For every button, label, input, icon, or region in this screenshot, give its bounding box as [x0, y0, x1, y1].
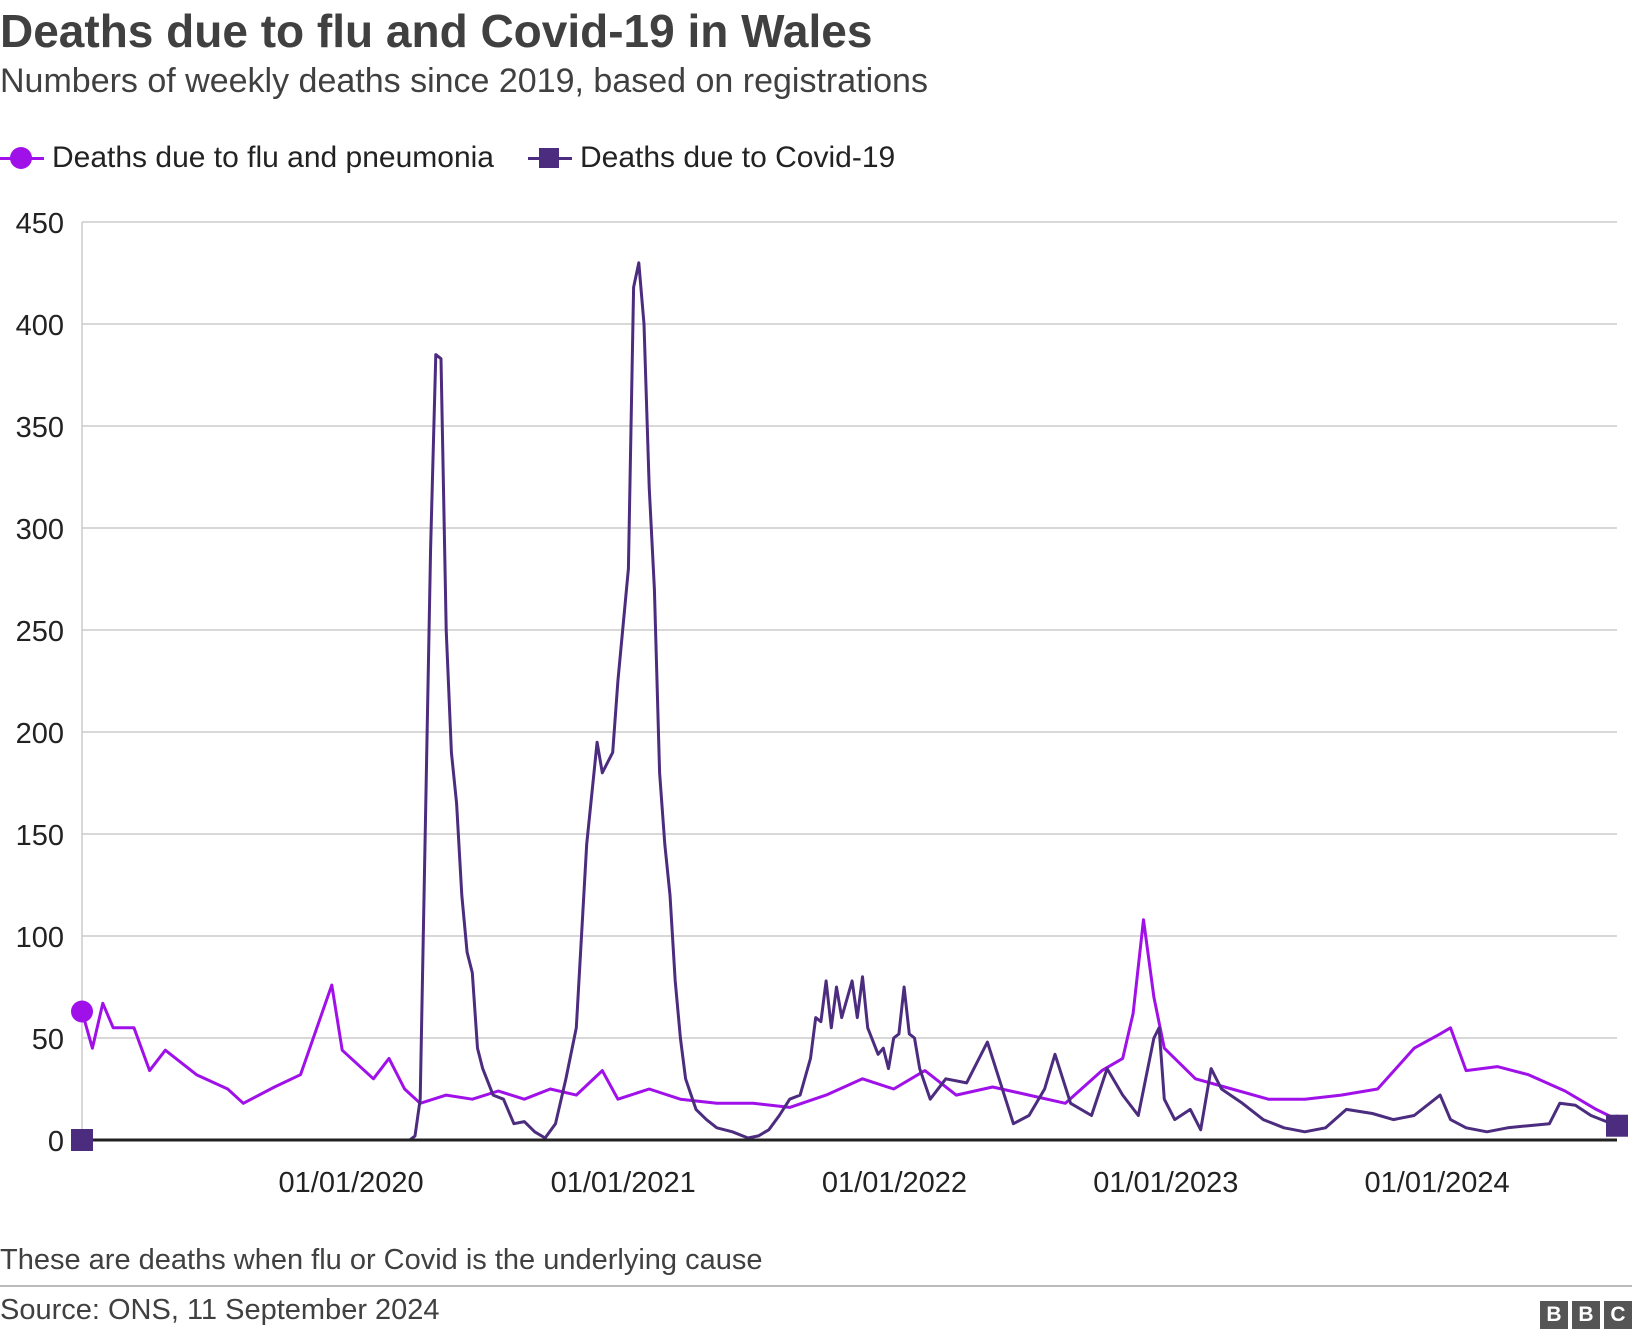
- line-chart: 0 50 100 150 200 250 300 350 400 450 01/01/2020 01/…: [16, 208, 1628, 1199]
- covid-end-marker: [1606, 1114, 1628, 1137]
- y-tick-label: 350: [16, 412, 64, 444]
- bbc-logo-letter: C: [1604, 1301, 1632, 1329]
- x-tick-label: 01/01/2021: [551, 1167, 696, 1199]
- chart-title: Deaths due to flu and Covid-19 in Wales: [0, 5, 873, 57]
- chart-note: These are deaths when flu or Covid is th…: [0, 1244, 763, 1276]
- y-tick-label: 100: [16, 922, 64, 954]
- x-tick-label: 01/01/2023: [1093, 1167, 1238, 1199]
- y-tick-label: 250: [16, 616, 64, 648]
- x-tick-label: 01/01/2022: [822, 1167, 967, 1199]
- bbc-logo-letter: B: [1540, 1301, 1568, 1329]
- y-tick-label: 0: [48, 1126, 64, 1158]
- legend-swatch-covid: [528, 143, 572, 173]
- y-tick-label: 400: [16, 310, 64, 342]
- chart-subtitle: Numbers of weekly deaths since 2019, bas…: [0, 62, 928, 100]
- flu-start-marker: [71, 1000, 93, 1023]
- chart-source: Source: ONS, 11 September 2024: [0, 1294, 440, 1326]
- covid-series-line: [82, 261, 1618, 1142]
- y-tick-label: 200: [16, 718, 64, 750]
- legend-label-covid: Deaths due to Covid-19: [580, 141, 896, 174]
- legend-label-flu: Deaths due to flu and pneumonia: [52, 141, 494, 174]
- y-tick-label: 450: [16, 208, 64, 240]
- legend-item-flu: Deaths due to flu and pneumonia: [0, 141, 494, 175]
- x-tick-label: 01/01/2020: [279, 1167, 424, 1199]
- y-tick-label: 150: [16, 820, 64, 852]
- bbc-logo-letter: B: [1572, 1301, 1600, 1329]
- footer-divider: [0, 1285, 1632, 1287]
- y-tick-label: 50: [32, 1024, 64, 1056]
- bbc-logo: B B C: [1536, 1301, 1632, 1329]
- legend-item-covid: Deaths due to Covid-19: [528, 141, 895, 175]
- covid-start-marker: [71, 1129, 93, 1151]
- legend-swatch-flu: [0, 143, 44, 173]
- flu-series-line: [80, 918, 1618, 1121]
- x-tick-label: 01/01/2024: [1365, 1167, 1510, 1199]
- legend: Deaths due to flu and pneumonia Deaths d…: [0, 138, 929, 178]
- y-tick-label: 300: [16, 514, 64, 546]
